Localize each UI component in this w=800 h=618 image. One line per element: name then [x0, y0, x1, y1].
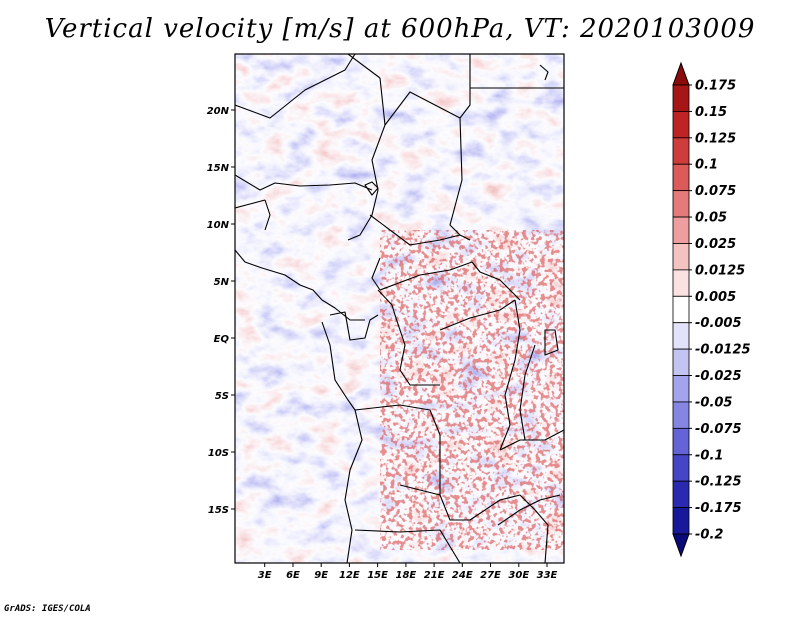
plot-frame: [234, 53, 565, 564]
chart-title: Vertical velocity [m/s] at 600hPa, VT: 2…: [44, 14, 756, 44]
colorbar-label: -0.175: [695, 501, 742, 516]
x-tick-label: 15E: [367, 570, 388, 581]
colorbar-label: -0.125: [695, 475, 742, 490]
x-tick-label: 33E: [537, 570, 558, 581]
axis-ticks: [231, 109, 548, 567]
colorbar-swatch: [672, 243, 690, 271]
colorbar-swatch: [672, 322, 690, 350]
colorbar-swatch: [672, 84, 690, 112]
colorbar-label: -0.2: [695, 528, 723, 543]
x-tick-label: 9E: [314, 570, 328, 581]
colorbar-label: 0.125: [695, 131, 736, 146]
colorbar-swatch: [672, 507, 690, 535]
colorbar-swatch: [672, 348, 690, 376]
colorbar-swatch: [672, 375, 690, 403]
colorbar-label: 0.05: [695, 211, 727, 226]
colorbar-label: -0.0125: [695, 343, 751, 358]
colorbar-label: 0.1: [695, 158, 718, 173]
x-tick-label: 27E: [480, 570, 501, 581]
colorbar-swatch: [672, 137, 690, 165]
colorbar-swatch: [672, 427, 690, 456]
y-tick-label: 15S: [208, 505, 229, 516]
colorbar-label: 0.025: [695, 237, 736, 252]
x-tick-label: 12E: [339, 570, 360, 581]
colorbar-labels: 0.175 0.15 0.125 0.1 0.075 0.05 0.025 0.0125 0.0…: [695, 79, 751, 543]
colorbar-label: 0.005: [695, 290, 736, 305]
country-borders: [235, 54, 564, 563]
x-tick-labels: 3E 6E 9E 12E 15E 18E 21E 24E 27E 30E 33E: [258, 570, 558, 581]
x-tick-label: 6E: [286, 570, 300, 581]
y-tick-label: 20N: [207, 106, 230, 117]
colorbar-label: -0.075: [695, 422, 742, 437]
colorbar-swatch: [672, 216, 690, 244]
y-tick-label: 5S: [215, 391, 229, 402]
colorbar-label: 0.075: [695, 184, 736, 199]
colorbar-label: 0.15: [695, 105, 727, 120]
grads-credit: GrADS: IGES/COLA: [4, 604, 91, 614]
y-tick-label: 10S: [208, 448, 229, 459]
colorbar-swatch: [672, 111, 690, 139]
x-tick-label: 30E: [508, 570, 529, 581]
colorbar-label: 0.0125: [695, 263, 745, 278]
colorbar-label: -0.05: [695, 395, 732, 410]
x-tick-label: 18E: [396, 570, 417, 581]
colorbar: [672, 61, 692, 558]
colorbar-swatch: [672, 269, 690, 297]
colorbar-swatch: [672, 454, 690, 482]
velocity-field: [235, 54, 564, 563]
colorbar-swatch: [672, 533, 690, 558]
colorbar-swatch: [672, 163, 690, 192]
colorbar-label: -0.025: [695, 369, 742, 384]
y-tick-label: 5N: [214, 277, 230, 288]
colorbar-swatch: [672, 480, 690, 508]
x-tick-label: 24E: [452, 570, 473, 581]
y-tick-labels: 20N 15N 10N 5N EQ 5S 10S 15S: [207, 106, 230, 516]
colorbar-label: -0.005: [695, 316, 742, 331]
x-tick-label: 21E: [424, 570, 445, 581]
y-tick-label: 10N: [207, 220, 230, 231]
colorbar-swatch: [672, 190, 690, 218]
colorbar-swatch: [672, 61, 690, 86]
y-tick-label: 15N: [207, 163, 230, 174]
x-tick-label: 3E: [258, 570, 272, 581]
colorbar-swatch: [672, 401, 690, 429]
y-tick-label: EQ: [214, 334, 230, 345]
colorbar-swatch: [672, 295, 690, 324]
colorbar-label: -0.1: [695, 448, 723, 463]
colorbar-label: 0.175: [695, 79, 736, 94]
